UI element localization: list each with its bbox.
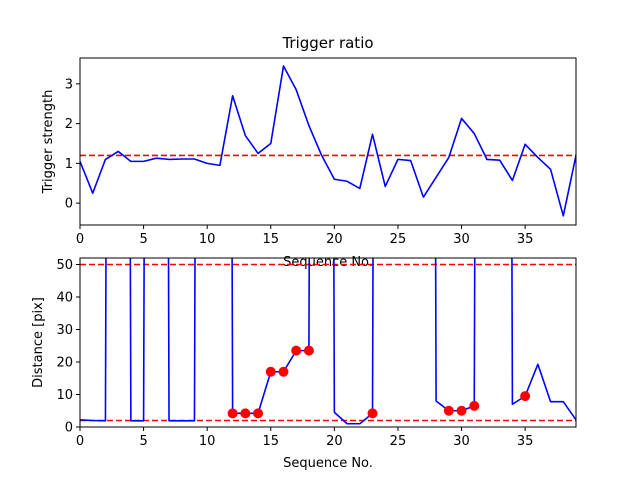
x-tick-label: 20 bbox=[326, 434, 343, 449]
x-tick-label: 25 bbox=[390, 232, 407, 247]
data-point bbox=[278, 366, 289, 377]
x-tick-label: 10 bbox=[199, 232, 216, 247]
x-tick-label: 35 bbox=[517, 232, 534, 247]
series-line bbox=[80, 65, 576, 217]
data-point bbox=[303, 345, 314, 356]
y-axis-label: Trigger strength bbox=[41, 90, 56, 195]
data-point bbox=[469, 400, 480, 411]
y-tick-label: 40 bbox=[56, 291, 73, 306]
x-tick-label: 25 bbox=[390, 434, 407, 449]
y-tick-label: 0 bbox=[65, 197, 73, 212]
y-tick-label: 50 bbox=[56, 258, 73, 273]
x-tick-label: 15 bbox=[262, 232, 279, 247]
x-tick-label: 35 bbox=[517, 434, 534, 449]
x-tick-label: 20 bbox=[326, 232, 343, 247]
x-tick-label: 0 bbox=[76, 232, 84, 247]
x-axis-label: Sequence No. bbox=[283, 456, 373, 471]
axes-frame bbox=[79, 57, 577, 226]
x-tick-label: 30 bbox=[453, 434, 470, 449]
y-tick-label: 20 bbox=[56, 356, 73, 371]
data-point bbox=[456, 405, 467, 416]
x-tick-label: 5 bbox=[139, 434, 147, 449]
data-point bbox=[253, 408, 264, 419]
plot-area bbox=[80, 258, 576, 425]
y-tick-label: 10 bbox=[56, 388, 73, 403]
x-tick-label: 0 bbox=[76, 434, 84, 449]
y-tick-label: 3 bbox=[65, 77, 73, 92]
chart-title: Trigger ratio bbox=[281, 34, 373, 52]
x-axis-label: Sequence No. bbox=[283, 255, 373, 270]
plot-area bbox=[80, 65, 576, 217]
data-point bbox=[227, 408, 238, 419]
x-tick-label: 10 bbox=[199, 434, 216, 449]
x-tick-label: 30 bbox=[453, 232, 470, 247]
data-point bbox=[265, 366, 276, 377]
x-tick-label: 5 bbox=[139, 232, 147, 247]
series-line bbox=[80, 258, 576, 425]
chart-1: 0 5 10 15 20 25 30 35 0 1 2 3 Trigger ratio Sequence … bbox=[41, 34, 577, 270]
data-point bbox=[367, 408, 378, 419]
axes-frame bbox=[79, 257, 577, 428]
y-axis-label: Distance [pix] bbox=[31, 297, 46, 388]
data-point bbox=[240, 408, 251, 419]
x-tick-label: 15 bbox=[262, 434, 279, 449]
data-point bbox=[443, 405, 454, 416]
y-tick-label: 1 bbox=[65, 157, 73, 172]
data-point bbox=[520, 391, 531, 402]
y-tick-label: 30 bbox=[56, 323, 73, 338]
data-point bbox=[291, 345, 302, 356]
y-tick-label: 0 bbox=[65, 421, 73, 436]
y-tick-label: 2 bbox=[65, 117, 73, 132]
chart-2: 0 5 10 15 20 25 30 35 0 10 20 30 40 50 Sequence No. Dis… bbox=[31, 257, 577, 471]
